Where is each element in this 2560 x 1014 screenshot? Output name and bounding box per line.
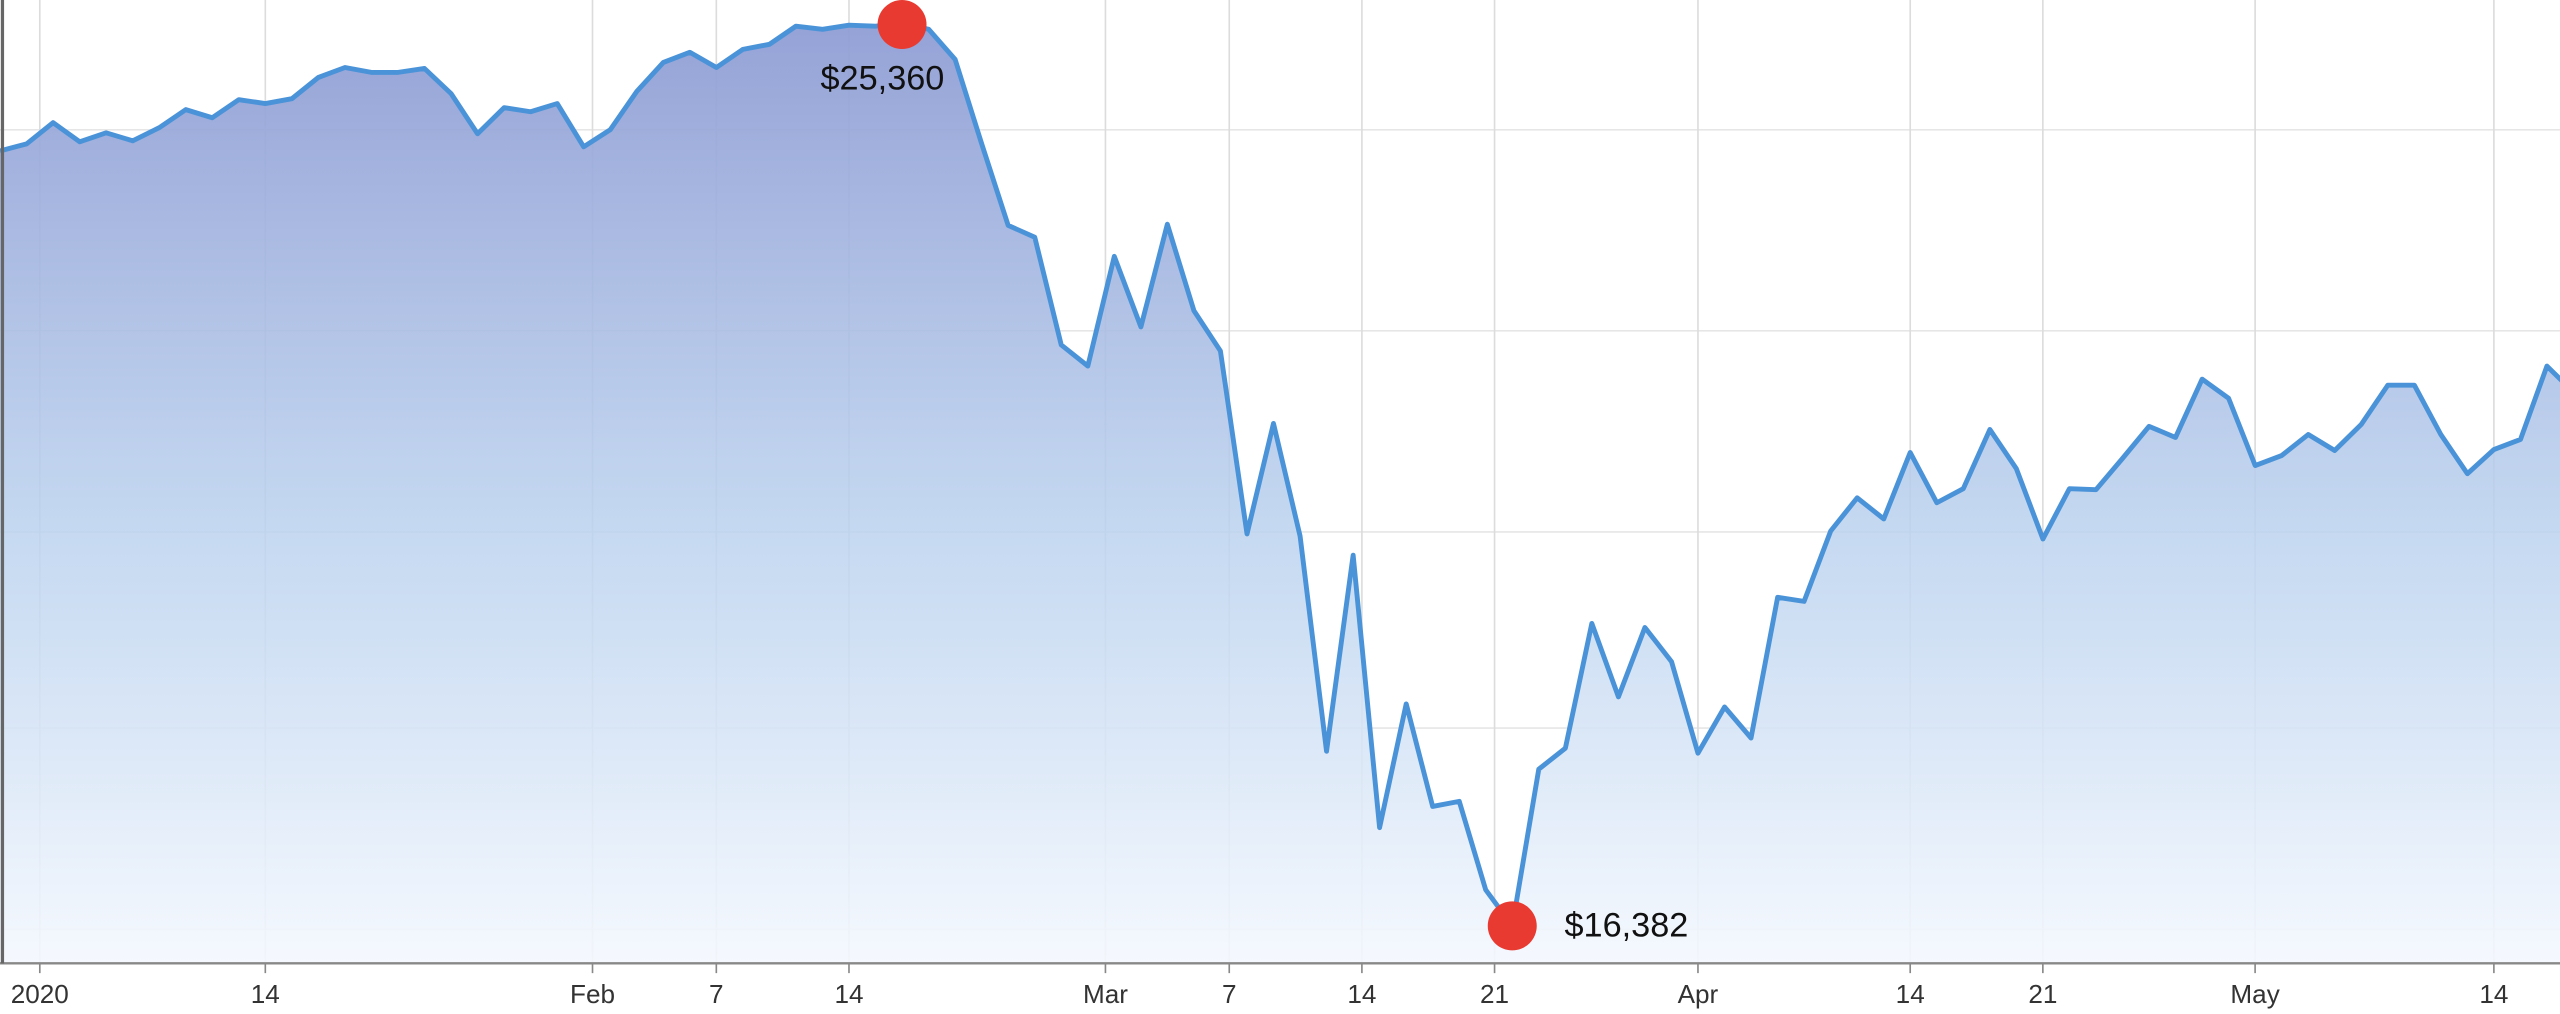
x-tick-label: Apr	[1678, 979, 1719, 1009]
line	[0, 20, 2560, 929]
annotation: $25,360	[821, 59, 945, 97]
x-tick-label: 21	[1480, 979, 1509, 1009]
highlight-marker	[1487, 901, 1537, 951]
x-tick-label: 7	[1222, 979, 1237, 1009]
labels: 2020 14 Feb 7 14 Mar 7 14 21 Apr 14 21 May 14 $25,360 $…	[11, 59, 2509, 1008]
x-tick-label: 7	[709, 979, 724, 1009]
plot-area	[0, 20, 2560, 964]
x-tick-label: 14	[834, 979, 863, 1009]
annotation: $16,382	[1564, 907, 1688, 945]
x-tick-label: May	[2230, 979, 2279, 1009]
x-tick-label: 14	[1347, 979, 1376, 1009]
x-tick-label: 14	[251, 979, 280, 1009]
area-fill	[0, 23, 2560, 964]
x-tick-label: 14	[1896, 979, 1925, 1009]
x-tick-label: 21	[2028, 979, 2057, 1009]
x-tick-label: Feb	[570, 979, 615, 1009]
x-tick-label: Mar	[1083, 979, 1128, 1009]
x-tick-label: 2020	[11, 979, 69, 1009]
highlight-marker	[877, 0, 927, 50]
x-tick-label: 14	[2479, 979, 2508, 1009]
